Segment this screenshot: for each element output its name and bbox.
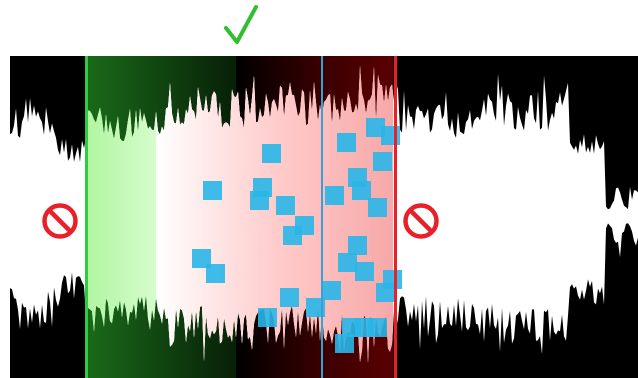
detection-marker[interactable] (368, 198, 387, 217)
no-entry-icon (42, 203, 78, 239)
detection-marker[interactable] (368, 318, 387, 337)
marker-layer (192, 118, 402, 353)
include-start-marker[interactable] (85, 56, 88, 378)
detection-marker[interactable] (348, 236, 367, 255)
detection-marker[interactable] (206, 264, 225, 283)
waveform (10, 56, 638, 378)
detection-marker[interactable] (280, 288, 299, 307)
waveform-track[interactable] (10, 56, 638, 378)
detection-marker[interactable] (381, 126, 400, 145)
detection-marker[interactable] (352, 181, 371, 200)
detection-marker[interactable] (306, 298, 325, 317)
detection-marker[interactable] (276, 196, 295, 215)
exclude-end-marker[interactable] (394, 56, 397, 378)
detection-marker[interactable] (355, 262, 374, 281)
detection-marker[interactable] (203, 181, 222, 200)
detection-marker[interactable] (376, 283, 395, 302)
detection-marker[interactable] (283, 226, 302, 245)
detection-marker[interactable] (373, 152, 392, 171)
detection-marker[interactable] (192, 249, 211, 268)
detection-marker[interactable] (262, 144, 281, 163)
detection-marker[interactable] (335, 334, 354, 353)
detection-marker[interactable] (258, 308, 277, 327)
detection-marker[interactable] (337, 133, 356, 152)
check-icon (224, 5, 258, 44)
detection-marker[interactable] (322, 281, 341, 300)
detection-marker[interactable] (366, 118, 385, 137)
no-entry-icon (403, 203, 439, 239)
playhead[interactable] (321, 56, 323, 378)
detection-marker[interactable] (325, 186, 344, 205)
detection-marker[interactable] (338, 253, 357, 272)
detection-marker[interactable] (250, 191, 269, 210)
